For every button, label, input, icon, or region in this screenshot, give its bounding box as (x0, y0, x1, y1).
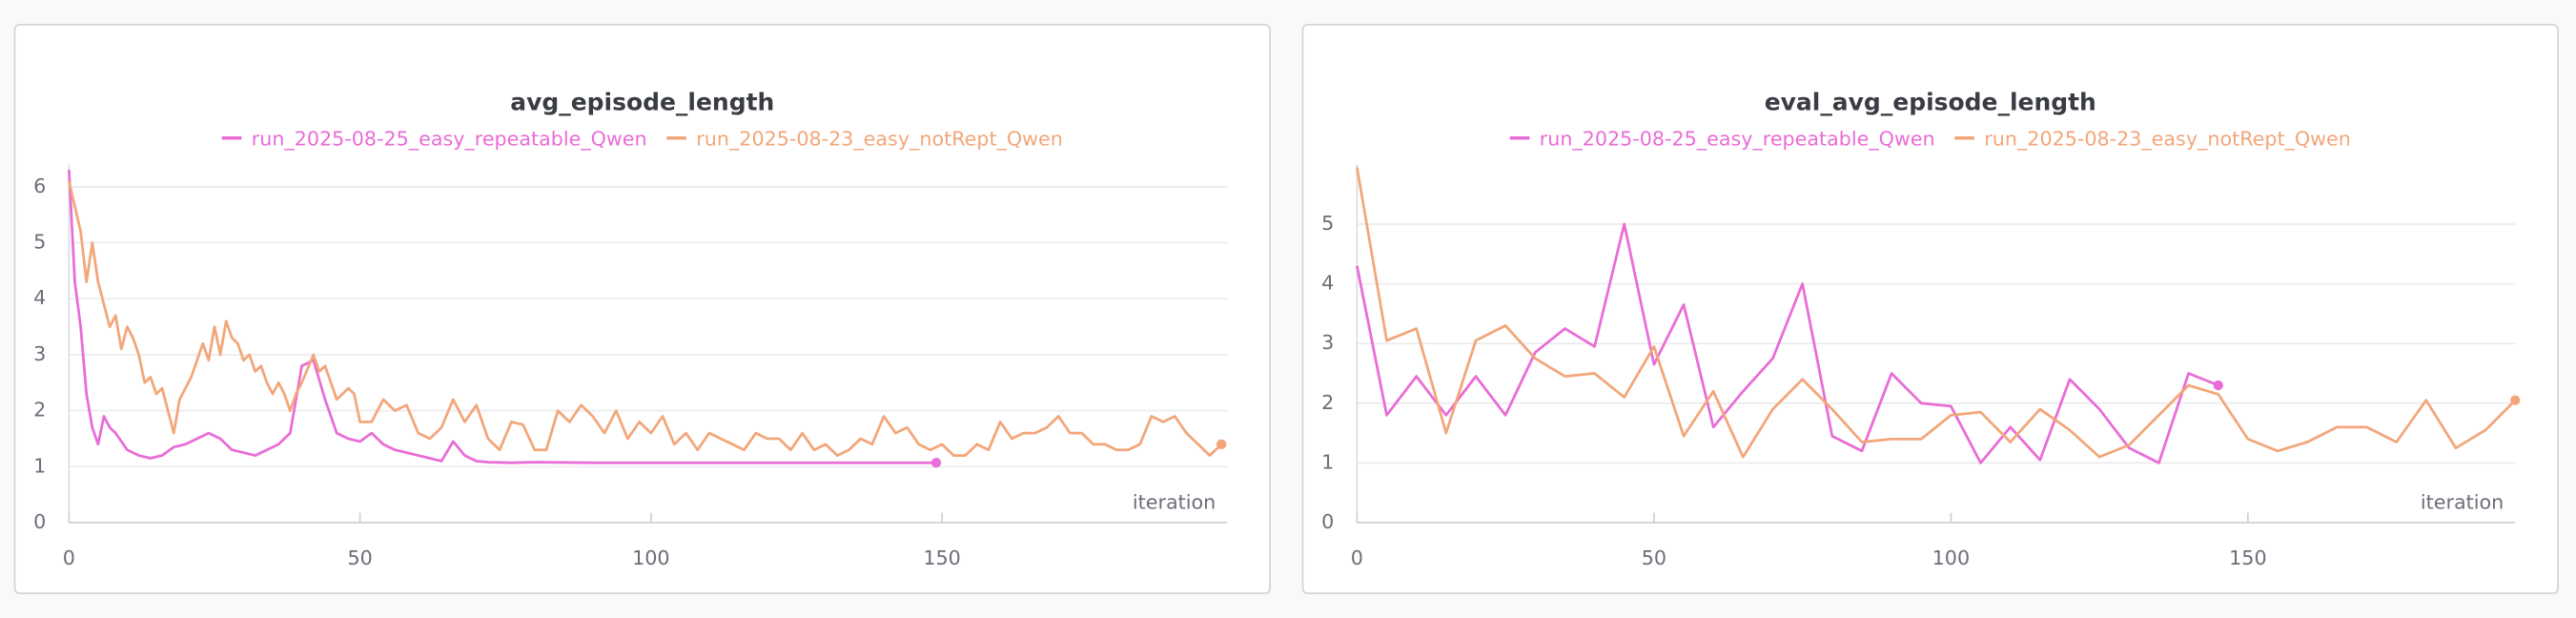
y-tick-label: 4 (33, 286, 46, 309)
y-tick-label: 6 (33, 175, 46, 197)
y-tick-label: 4 (1321, 272, 1334, 295)
panel: avg_episode_length run_2025-08-25_easy_re… (13, 24, 1271, 594)
series-line (67, 170, 936, 464)
y-tick-label: 3 (33, 342, 46, 365)
x-tick-label: 100 (1932, 546, 1970, 569)
panel-frame (13, 24, 1271, 594)
y-tick-label: 0 (1321, 510, 1334, 533)
panel: eval_avg_episode_length run_2025-08-25_ea… (1301, 24, 2559, 594)
chart-title: avg_episode_length (510, 89, 774, 116)
y-tick-label: 5 (1321, 212, 1334, 235)
x-tick-label: 0 (63, 546, 75, 569)
legend-label: run_2025-08-23_easy_notRept_Qwen (696, 128, 1063, 151)
y-tick-label: 2 (1321, 391, 1334, 414)
x-axis-label: iteration (1133, 490, 1216, 513)
y-tick-label: 0 (33, 510, 46, 533)
series-line (1356, 222, 2219, 464)
x-tick-label: 150 (923, 546, 960, 569)
y-tick-label: 5 (33, 231, 46, 254)
y-tick-label: 1 (33, 454, 46, 477)
legend-label: run_2025-08-25_easy_repeatable_Qwen (252, 128, 647, 151)
y-tick-label: 1 (1321, 450, 1334, 473)
series-line (68, 180, 1223, 457)
x-tick-label: 150 (2229, 546, 2266, 569)
y-tick-label: 3 (1321, 331, 1334, 354)
end-point (2510, 395, 2521, 405)
end-point (1216, 439, 1227, 450)
end-point (930, 458, 942, 468)
y-tick-label: 2 (33, 399, 46, 422)
x-axis-label: iteration (2421, 490, 2504, 513)
series-line (1356, 167, 2517, 459)
legend: run_2025-08-25_easy_repeatable_Qwen run_2… (221, 128, 1063, 151)
x-tick-label: 50 (1642, 546, 1666, 569)
legend-label: run_2025-08-25_easy_repeatable_Qwen (1540, 128, 1935, 151)
x-tick-label: 100 (632, 546, 669, 569)
legend: run_2025-08-25_easy_repeatable_Qwen run_2… (1509, 128, 2351, 151)
end-point (2213, 380, 2223, 391)
panel-frame (1301, 24, 2559, 594)
legend-label: run_2025-08-23_easy_notRept_Qwen (1984, 128, 2351, 151)
x-tick-label: 50 (347, 546, 372, 569)
chart-title: eval_avg_episode_length (1765, 89, 2096, 116)
x-tick-label: 0 (1351, 546, 1363, 569)
